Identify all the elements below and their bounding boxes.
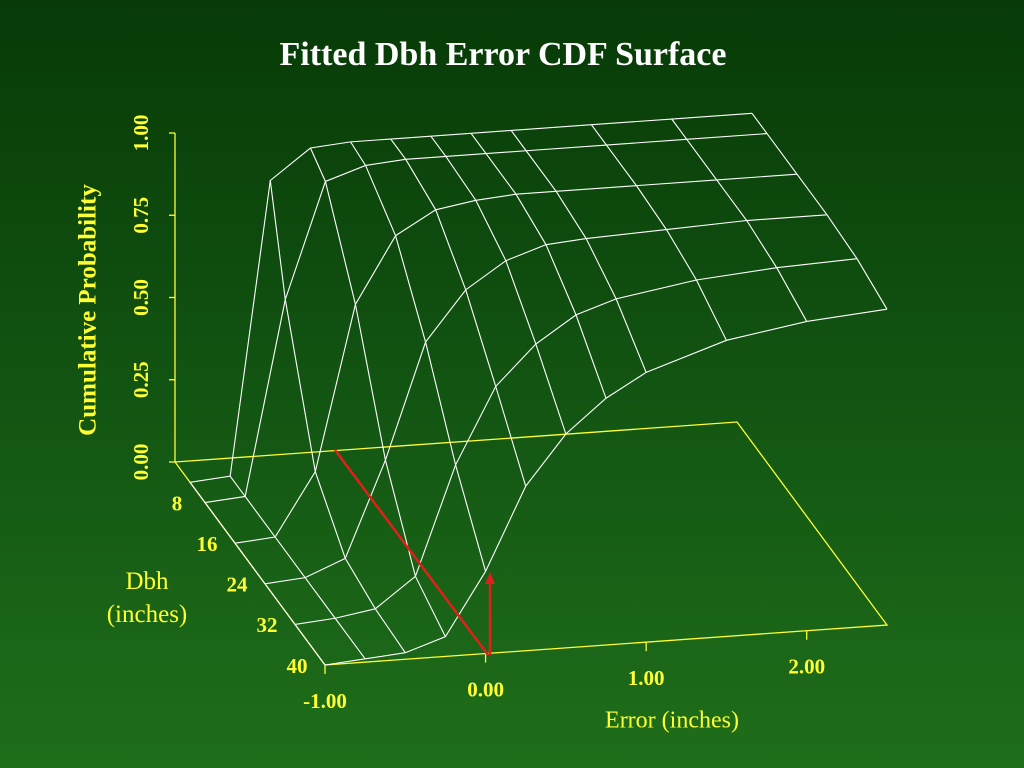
surface-column bbox=[350, 141, 487, 572]
surface-row bbox=[264, 214, 828, 585]
surface-column bbox=[269, 180, 406, 654]
floor-outline bbox=[173, 421, 889, 666]
surface-row bbox=[324, 308, 888, 666]
x-axis-label: Error (inches) bbox=[605, 708, 739, 734]
reference-line bbox=[333, 449, 490, 656]
x-tick-label: -1.00 bbox=[303, 689, 347, 713]
surface-column bbox=[590, 124, 727, 341]
y-axis-label: Dbh (inches) bbox=[106, 568, 188, 628]
surface-row bbox=[234, 173, 798, 544]
surface-column bbox=[430, 135, 567, 435]
surface-column bbox=[189, 481, 326, 666]
x-tick-label: 0.00 bbox=[467, 677, 504, 701]
z-axis-label: Cumulative Probability bbox=[75, 184, 102, 436]
z-tick-label: 0.00 bbox=[129, 444, 153, 481]
surface-column bbox=[470, 132, 607, 399]
z-tick-label: 0.25 bbox=[129, 361, 153, 398]
surface-column bbox=[229, 475, 366, 660]
surface-column bbox=[751, 112, 888, 310]
x-tick-label: 2.00 bbox=[788, 655, 825, 679]
y-tick-label: 40 bbox=[287, 654, 308, 678]
z-tick-label: 1.00 bbox=[129, 115, 153, 152]
surface-row bbox=[294, 258, 858, 625]
y-tick-label: 24 bbox=[227, 573, 249, 597]
x-tick-label: 1.00 bbox=[628, 666, 665, 690]
chart-title: Fitted Dbh Error CDF Surface bbox=[280, 36, 727, 73]
y-tick-label: 16 bbox=[197, 532, 218, 556]
y-tick-label: 8 bbox=[172, 491, 183, 515]
y-tick-label: 32 bbox=[257, 613, 278, 637]
arrow-head bbox=[485, 572, 495, 584]
surface-column bbox=[510, 130, 647, 373]
surface-column bbox=[390, 138, 527, 487]
reference-lines bbox=[333, 449, 495, 656]
surface-column bbox=[309, 147, 446, 637]
z-tick-label: 0.75 bbox=[129, 197, 153, 234]
surface-row bbox=[204, 133, 768, 504]
surface-column bbox=[671, 118, 808, 322]
z-tick-label: 0.50 bbox=[129, 279, 153, 316]
surface-row bbox=[189, 112, 753, 483]
